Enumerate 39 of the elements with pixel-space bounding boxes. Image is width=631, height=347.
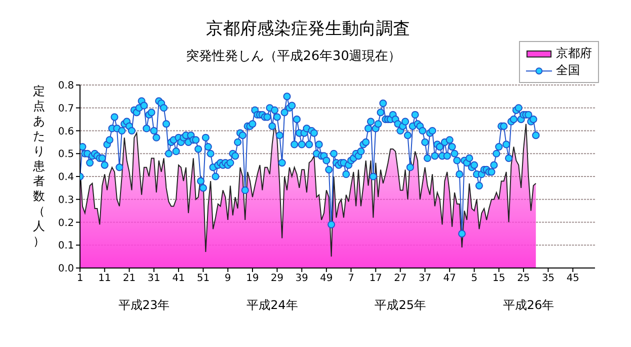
x-tick-label: 11: [98, 273, 112, 284]
x-tick-label: 27: [394, 273, 407, 284]
text: 平成23年: [117, 297, 171, 314]
x-tick-label: 25: [517, 273, 530, 284]
x-tick-label: 31: [148, 273, 160, 284]
y-tick-label: 0.2: [58, 218, 74, 229]
y-tick-label: 0.1: [58, 240, 74, 252]
x-tick-label: 49: [320, 273, 333, 284]
y-tick-label: 0.5: [58, 149, 74, 160]
text: 定点あたり患者数（人）: [33, 84, 45, 248]
x-tick-label: 45: [566, 273, 580, 284]
text: 平成25年: [374, 297, 427, 314]
y-tick-label: 0.8: [58, 80, 74, 92]
y-tick-label: 0.7: [58, 103, 74, 114]
y-tick-label: 0.6: [58, 126, 74, 138]
y-tick-label: 0.3: [58, 194, 74, 206]
text: 平成24年: [246, 297, 299, 314]
chart-title: 京都府感染症発生動向調査: [205, 18, 411, 40]
x-tick-label: 35: [542, 273, 555, 284]
x-tick-label: 15: [492, 273, 506, 284]
x-tick-label: 51: [196, 273, 210, 284]
x-tick-label: 7: [348, 273, 354, 284]
x-tick-label: 1: [76, 273, 84, 284]
chart-subtitle: 突発性発しん（平成26年30週現在）: [186, 48, 402, 65]
x-tick-label: 17: [369, 273, 382, 284]
x-tick-label: 5: [471, 273, 478, 284]
x-tick-label: 19: [246, 273, 259, 284]
x-tick-label: 39: [295, 273, 308, 284]
x-tick-label: 41: [172, 273, 185, 284]
x-tick-label: 21: [122, 273, 136, 284]
legend-label: 全国: [556, 62, 580, 79]
text: 平成26年: [502, 297, 556, 314]
x-tick-label: 37: [418, 273, 432, 284]
legend-label: 京都府: [556, 45, 592, 62]
x-tick-label: 9: [224, 273, 232, 284]
x-tick-label: 47: [443, 273, 456, 284]
y-tick-label: 0.0: [58, 264, 74, 275]
y-tick-label: 0.4: [58, 172, 74, 184]
x-tick-label: 29: [270, 273, 284, 284]
